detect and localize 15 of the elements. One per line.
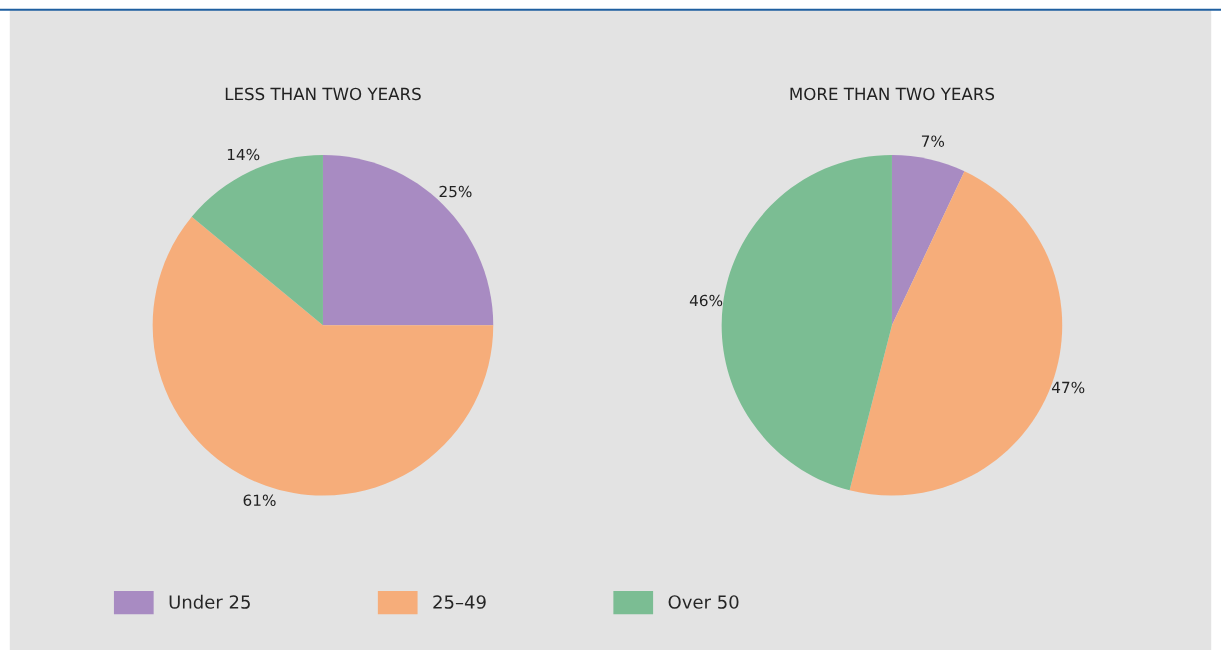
data-label: 14% — [227, 148, 260, 161]
legend-label: Over 50 — [668, 595, 739, 609]
chart-title: LESS THAN TWO YEARS — [225, 87, 421, 101]
data-label: 7% — [921, 135, 945, 147]
data-label: 25% — [439, 185, 472, 198]
data-label: 46% — [689, 294, 723, 307]
pie-slice — [891, 155, 965, 326]
pie-slice — [152, 216, 494, 496]
chart-title: MORE THAN TWO YEARS — [790, 87, 995, 101]
pie-slice — [322, 155, 494, 326]
data-label: 61% — [243, 494, 276, 507]
legend-label: Under 25 — [169, 594, 250, 609]
legend-label: 25–49 — [433, 595, 486, 609]
data-label: 47% — [1051, 381, 1085, 394]
pie-slice — [721, 155, 892, 491]
